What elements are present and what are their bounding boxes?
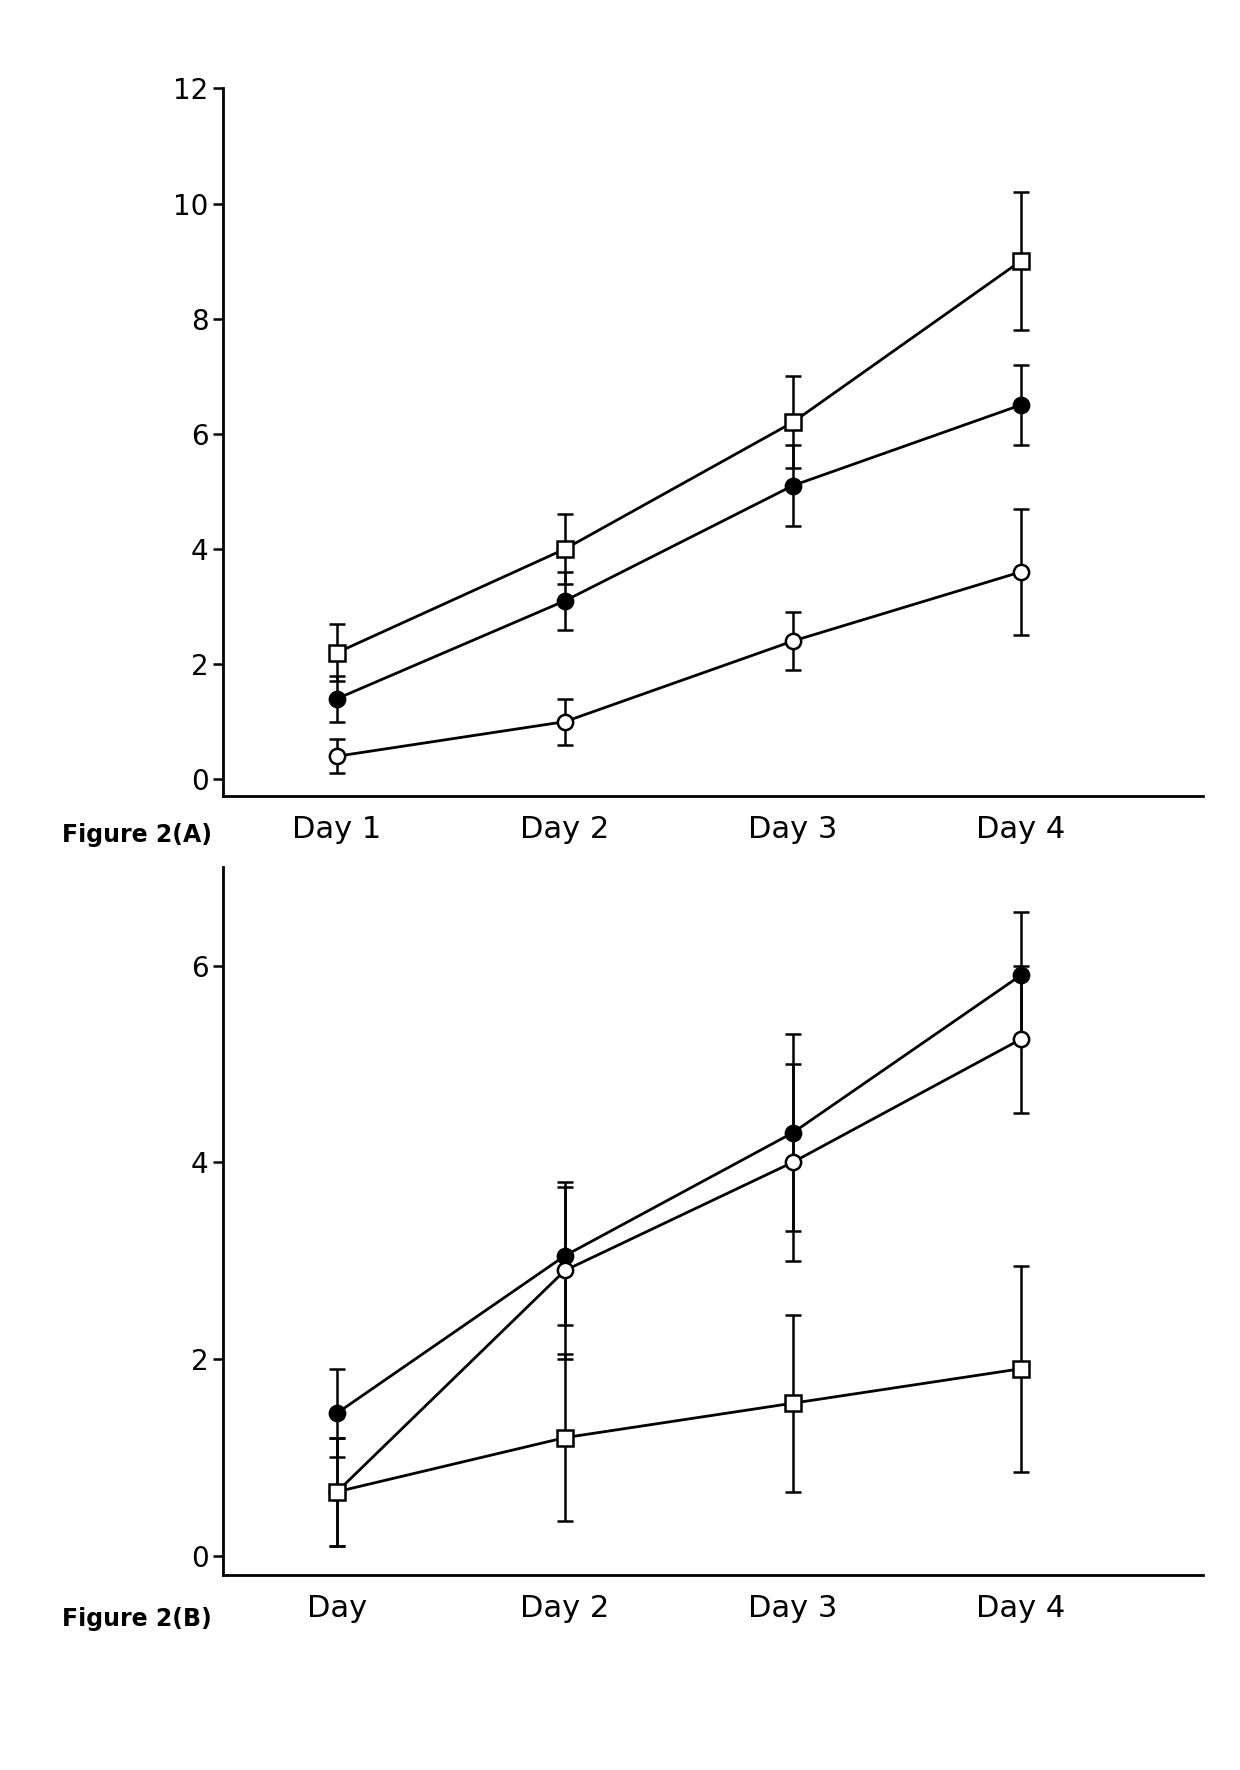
Text: Figure 2(A): Figure 2(A) — [62, 823, 212, 848]
Text: Figure 2(B): Figure 2(B) — [62, 1607, 212, 1632]
